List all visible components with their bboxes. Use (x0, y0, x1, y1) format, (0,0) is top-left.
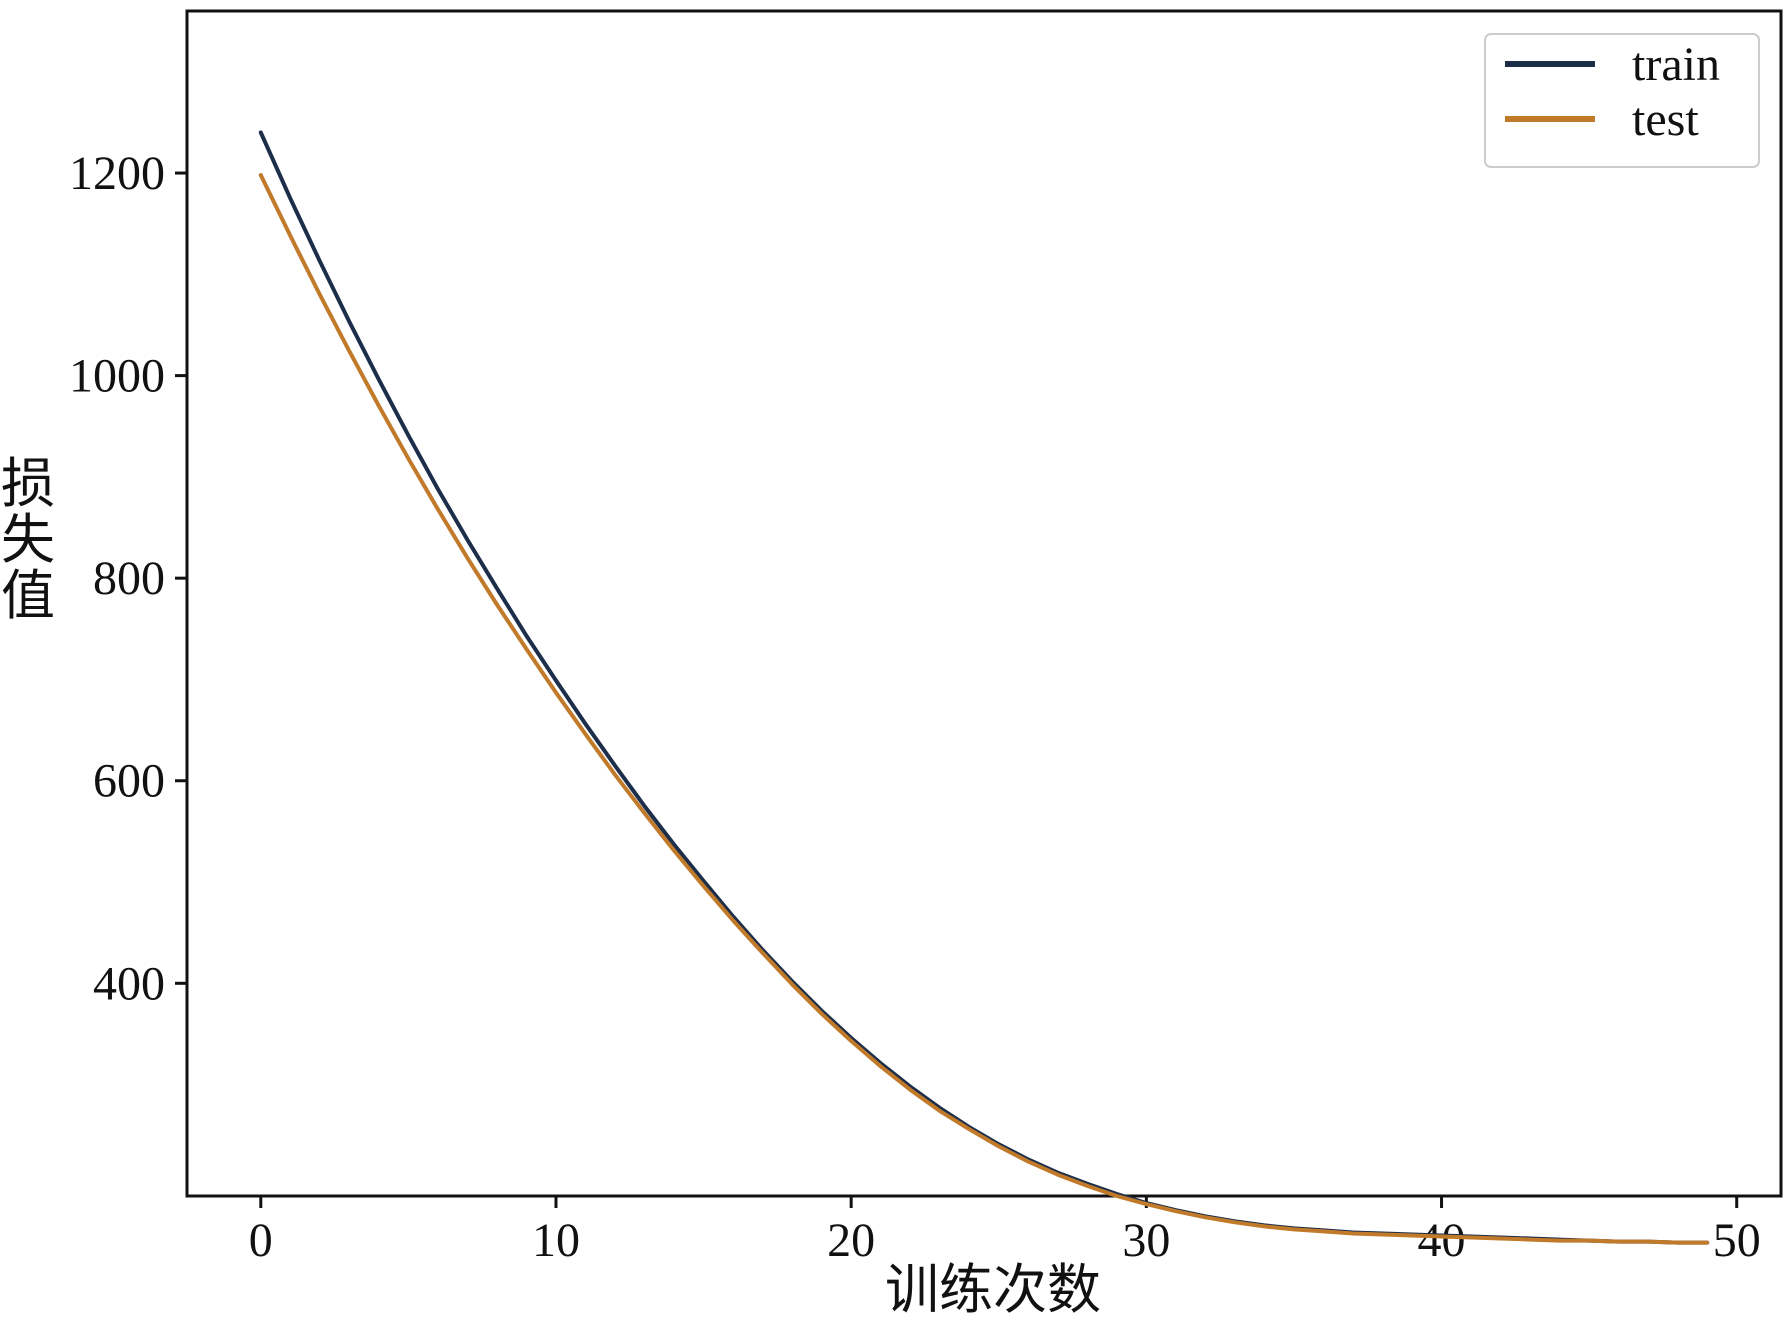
legend-label-test: test (1632, 93, 1699, 146)
y-axis-title: 损失值 (1, 454, 55, 626)
y-tick-label: 400 (93, 957, 165, 1010)
legend-box (1484, 33, 1760, 168)
y-axis-ticks: 400 600 800 1000 1200 (69, 147, 187, 1010)
x-tick-label: 50 (1713, 1214, 1761, 1267)
x-tick-label: 20 (827, 1214, 875, 1267)
y-tick-label: 600 (93, 755, 165, 808)
y-tick-label: 1200 (69, 147, 165, 200)
x-tick-label: 0 (249, 1214, 273, 1267)
plot-frame (185, 9, 1783, 1198)
x-axis-ticks: 0 10 20 30 40 50 (249, 1196, 1761, 1267)
x-tick-label: 30 (1122, 1214, 1170, 1267)
series-line-test (258, 173, 1710, 1245)
series-layer (258, 130, 1710, 1245)
x-axis-title: 训练次数 (885, 1260, 1101, 1320)
y-tick-label: 1000 (69, 350, 165, 403)
series-line-train (258, 130, 1710, 1245)
x-tick-label: 10 (532, 1214, 580, 1267)
legend-label-train: train (1632, 38, 1720, 91)
y-tick-label: 800 (93, 552, 165, 605)
x-tick-label: 40 (1418, 1214, 1466, 1267)
